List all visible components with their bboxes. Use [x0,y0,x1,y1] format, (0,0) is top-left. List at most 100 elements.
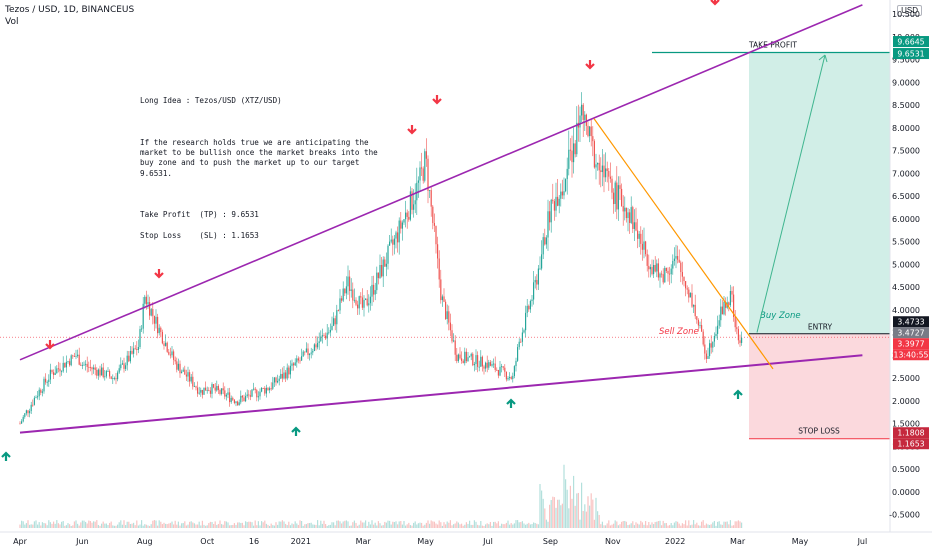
candle-body [73,356,75,358]
volume-bar [390,524,392,528]
volume-bar [723,521,725,528]
up-arrow-icon [506,398,516,408]
candle-body [211,384,213,394]
idea-annotation: Long Idea : Tezos/USD (XTZ/USD) If the r… [140,86,390,252]
volume-bar [397,524,399,528]
candle-body [590,126,592,137]
volume-bar [374,522,376,528]
volume-bar [182,523,184,528]
volume-bar [733,525,735,528]
volume-bar [472,524,474,528]
candle-body [128,355,130,362]
chart-legend: Tezos / USD, 1D, BINANCEUS Vol [5,4,134,28]
volume-bar [595,497,597,528]
volume-bar [360,520,362,528]
candle-body [49,369,51,380]
candle-body [462,360,464,364]
candle-body [366,298,368,306]
symbol-title[interactable]: Tezos / USD, 1D, BINANCEUS [5,5,135,15]
volume-bar [134,525,136,528]
candle-body [598,162,600,171]
sell-zone-label: Sell Zone [659,327,699,337]
candle-body [718,320,720,326]
candle-body [424,151,426,181]
candle-body [464,351,466,364]
volume-bar [33,521,35,528]
candle-body [101,367,103,376]
volume-bar [424,524,426,528]
volume-bar [525,524,527,528]
volume-bar [581,482,583,528]
candle-body [203,387,205,395]
volume-bar [504,524,506,528]
volume-label[interactable]: Vol [5,17,19,27]
candle-body [518,341,520,348]
price-tag-text: 3.3977 [897,340,924,349]
volume-bar [67,523,69,528]
volume-bar [275,522,277,528]
volume-bar [701,521,703,528]
volume-bars [19,464,743,528]
candle-body [549,211,551,223]
x-tick-label: Jun [75,537,89,546]
volume-bar [128,521,130,528]
volume-bar [643,524,645,528]
volume-bar [177,521,179,528]
volume-bar [99,525,101,528]
signal-arrows [1,0,743,461]
trend-lines[interactable] [19,4,863,434]
candle-body [153,315,155,324]
volume-bar [166,524,168,528]
volume-bar [582,510,584,528]
candle-body [587,125,589,137]
volume-bar [355,522,357,528]
volume-bar [195,524,197,528]
downtrend-line [593,118,774,370]
volume-bar [678,523,680,528]
candle-body [613,192,615,205]
candle-body [187,372,189,377]
up-arrow-icon [733,389,743,399]
entry-label: ENTRY [808,323,833,332]
volume-bar [291,523,293,528]
volume-bar [297,524,299,528]
x-tick-label: May [417,537,434,546]
candle-body [269,388,271,391]
volume-bar [173,524,175,528]
candle-body [661,273,663,275]
volume-bar [585,511,587,528]
candle-body [401,222,403,229]
currency-tag[interactable]: USD [897,5,922,16]
candle-body [206,390,208,392]
volume-bar [93,521,95,528]
candle-body [72,355,74,357]
candle-body [405,212,407,220]
volume-bar [555,507,557,528]
volume-bar [491,525,493,528]
candle-body [69,361,71,366]
volume-bar [30,524,32,528]
volume-bar [161,524,163,528]
candle-body [246,394,248,397]
volume-bar [86,523,88,528]
candle-body [512,376,514,379]
volume-bar [622,521,624,528]
price-tag-text: 3.4733 [897,318,924,327]
candle-body [680,262,682,273]
candle-body [733,294,735,318]
volume-bar [21,520,23,528]
x-tick-label: 2022 [665,537,685,546]
candle-body [435,225,437,245]
x-tick-label: Mar [356,537,372,546]
volume-bar [88,520,90,528]
volume-bar [557,499,559,528]
volume-bar [184,521,186,528]
volume-bar [77,523,79,528]
candle-body [309,353,311,356]
time-axis[interactable]: Apr Jun Aug Oct 16 2021 Mar May Jul Sep Nov 2022 Mar… [0,531,932,546]
volume-bar [37,524,39,528]
price-axis[interactable]: 10.50010.0009.50009.00008.50008.00007.50… [889,0,920,532]
volume-bar [646,525,648,528]
candle-body [184,369,186,375]
